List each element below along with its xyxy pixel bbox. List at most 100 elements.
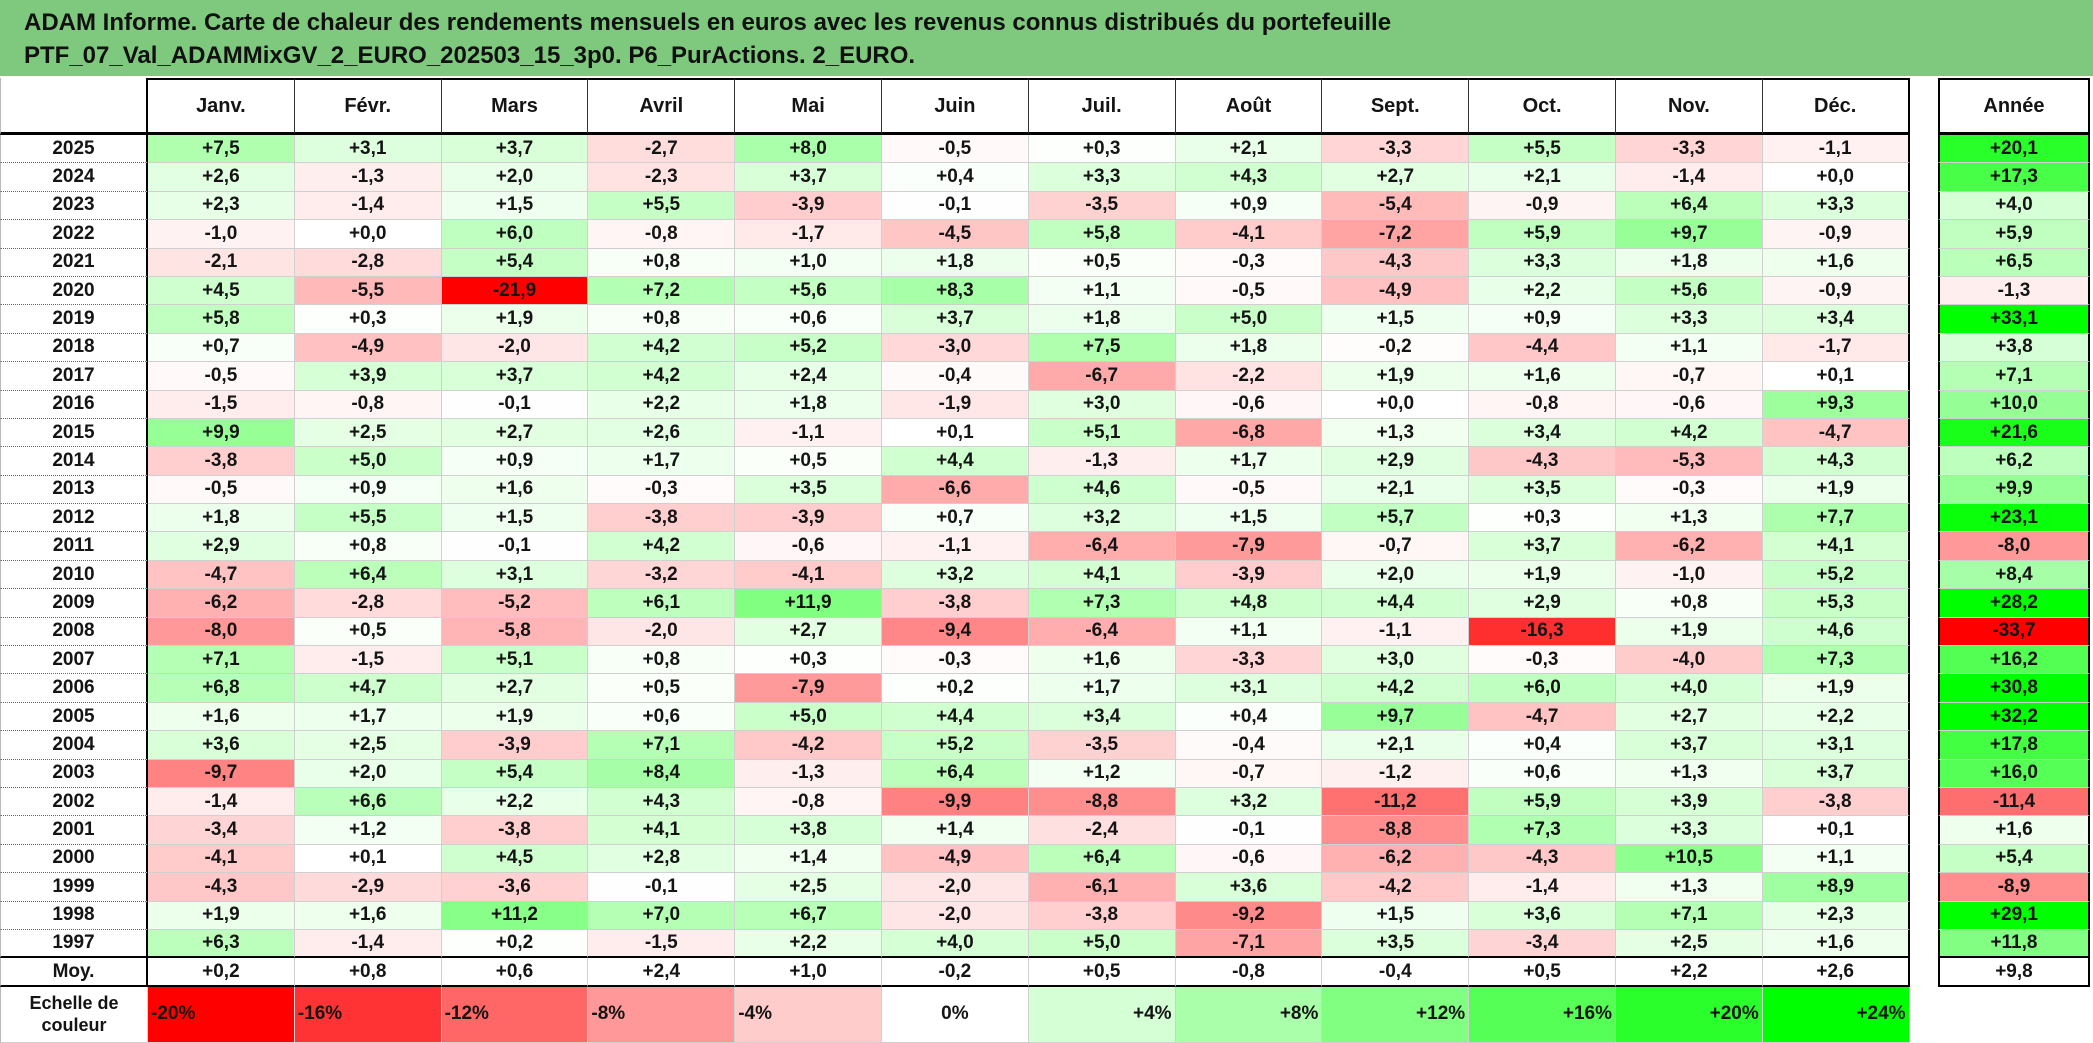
column-gap	[1909, 816, 1938, 845]
monthly-return-cell: +0,3	[1028, 135, 1176, 164]
monthly-return-cell: -0,1	[441, 532, 589, 561]
monthly-return-cell: +4,3	[588, 787, 736, 817]
monthly-return-cell: -1,1	[1762, 135, 1910, 164]
monthly-return-cell: +3,7	[1615, 731, 1763, 760]
monthly-return-cell: +4,8	[1175, 589, 1323, 618]
monthly-return-cell: +8,4	[588, 759, 736, 788]
column-gap	[1909, 873, 1938, 902]
color-scale-step: 0%	[881, 986, 1029, 1043]
monthly-return-cell: +0,9	[1175, 191, 1323, 221]
monthly-return-cell: +3,7	[441, 362, 589, 391]
monthly-return-cell: +1,2	[294, 816, 442, 845]
average-return-cell: +0,5	[1469, 958, 1616, 987]
monthly-return-cell: -0,5	[1175, 276, 1323, 306]
year-label: 2008	[0, 617, 148, 647]
monthly-return-cell: +0,6	[735, 305, 882, 334]
annual-return-cell: +28,2	[1937, 589, 2090, 618]
monthly-return-cell: -4,2	[735, 731, 882, 760]
monthly-return-cell: +0,8	[588, 305, 736, 334]
monthly-return-cell: +4,5	[441, 844, 589, 874]
month-header: Août	[1175, 78, 1323, 135]
color-scale-step: -12%	[441, 986, 589, 1043]
monthly-return-cell: +2,7	[441, 418, 589, 448]
monthly-return-cell: -0,3	[1615, 475, 1763, 505]
color-scale-step: -8%	[588, 986, 736, 1043]
monthly-return-cell: -9,4	[881, 617, 1029, 647]
monthly-return-cell: -3,3	[1615, 135, 1763, 164]
average-return-cell: -0,8	[1175, 958, 1323, 987]
monthly-return-cell: +2,9	[1322, 447, 1470, 476]
monthly-return-cell: -0,5	[148, 362, 295, 391]
monthly-return-cell: +1,7	[294, 702, 442, 732]
monthly-return-cell: +11,9	[735, 589, 882, 618]
monthly-return-cell: -2,0	[881, 901, 1029, 930]
monthly-return-cell: +4,2	[1615, 418, 1763, 448]
monthly-return-cell: -5,2	[441, 589, 589, 618]
month-header: Juin	[881, 78, 1029, 135]
monthly-return-cell: +1,8	[735, 390, 882, 419]
monthly-return-cell: -0,8	[1469, 390, 1616, 419]
monthly-return-cell: +6,8	[148, 674, 295, 703]
monthly-return-cell: -3,9	[441, 731, 589, 760]
monthly-return-cell: +2,4	[735, 362, 882, 391]
column-gap	[1909, 447, 1938, 476]
monthly-return-cell: +3,6	[1175, 873, 1323, 902]
monthly-return-cell: +7,7	[1762, 504, 1910, 533]
monthly-return-cell: +2,8	[588, 844, 736, 874]
year-label: 2010	[0, 560, 148, 590]
monthly-return-cell: -4,4	[1469, 333, 1616, 363]
monthly-return-cell: +7,3	[1469, 816, 1616, 845]
monthly-return-cell: +1,6	[1028, 646, 1176, 675]
monthly-return-cell: +3,3	[1469, 248, 1616, 277]
monthly-return-cell: -2,4	[1028, 816, 1176, 845]
monthly-return-cell: +3,1	[441, 560, 589, 590]
monthly-return-cell: +3,0	[1322, 646, 1470, 675]
column-gap	[1909, 220, 1938, 249]
monthly-return-cell: +1,8	[1175, 333, 1323, 363]
average-return-cell: -0,2	[881, 958, 1029, 987]
year-label: 2013	[0, 475, 148, 505]
monthly-return-cell: +1,8	[1615, 248, 1763, 277]
monthly-return-cell: +2,5	[1615, 929, 1763, 959]
annual-return-cell: +17,8	[1937, 731, 2090, 760]
monthly-return-cell: -2,0	[441, 333, 589, 363]
annual-return-cell: +30,8	[1937, 674, 2090, 703]
monthly-return-cell: +1,9	[1469, 560, 1616, 590]
monthly-return-cell: -7,1	[1175, 929, 1323, 959]
monthly-return-cell: +5,9	[1469, 220, 1616, 249]
monthly-return-cell: -4,5	[881, 220, 1029, 249]
column-gap	[1909, 589, 1938, 618]
monthly-return-cell: +1,9	[441, 702, 589, 732]
year-label: 1998	[0, 901, 148, 930]
monthly-return-cell: +0,0	[294, 220, 442, 249]
monthly-return-cell: -1,4	[1469, 873, 1616, 902]
monthly-return-cell: -7,2	[1322, 220, 1470, 249]
color-scale-label-line: couleur	[41, 1015, 107, 1036]
monthly-return-cell: +1,8	[881, 248, 1029, 277]
monthly-return-cell: -3,8	[1762, 787, 1910, 817]
monthly-return-cell: +1,1	[1175, 617, 1323, 647]
monthly-return-cell: -1,7	[735, 220, 882, 249]
monthly-return-cell: -2,8	[294, 589, 442, 618]
monthly-return-cell: +1,4	[881, 816, 1029, 845]
monthly-return-cell: +1,8	[148, 504, 295, 533]
monthly-return-cell: -2,0	[588, 617, 736, 647]
column-gap	[1909, 418, 1938, 448]
monthly-return-cell: -0,1	[588, 873, 736, 902]
monthly-return-cell: +0,2	[881, 674, 1029, 703]
monthly-return-cell: +3,7	[1762, 759, 1910, 788]
column-gap	[1909, 560, 1938, 590]
monthly-return-cell: +2,0	[294, 759, 442, 788]
monthly-return-cell: -3,8	[148, 447, 295, 476]
monthly-return-cell: -4,9	[1322, 276, 1470, 306]
monthly-return-cell: +0,0	[1762, 163, 1910, 192]
monthly-return-cell: +4,2	[588, 532, 736, 561]
monthly-return-cell: +2,5	[294, 731, 442, 760]
monthly-return-cell: -2,3	[588, 163, 736, 192]
average-return-cell: +0,6	[441, 958, 589, 987]
monthly-return-cell: -16,3	[1469, 617, 1616, 647]
color-scale-label-line: Echelle de	[29, 993, 119, 1014]
year-label: 1999	[0, 873, 148, 902]
monthly-return-cell: +1,6	[1469, 362, 1616, 391]
annual-return-cell: -8,9	[1937, 873, 2090, 902]
